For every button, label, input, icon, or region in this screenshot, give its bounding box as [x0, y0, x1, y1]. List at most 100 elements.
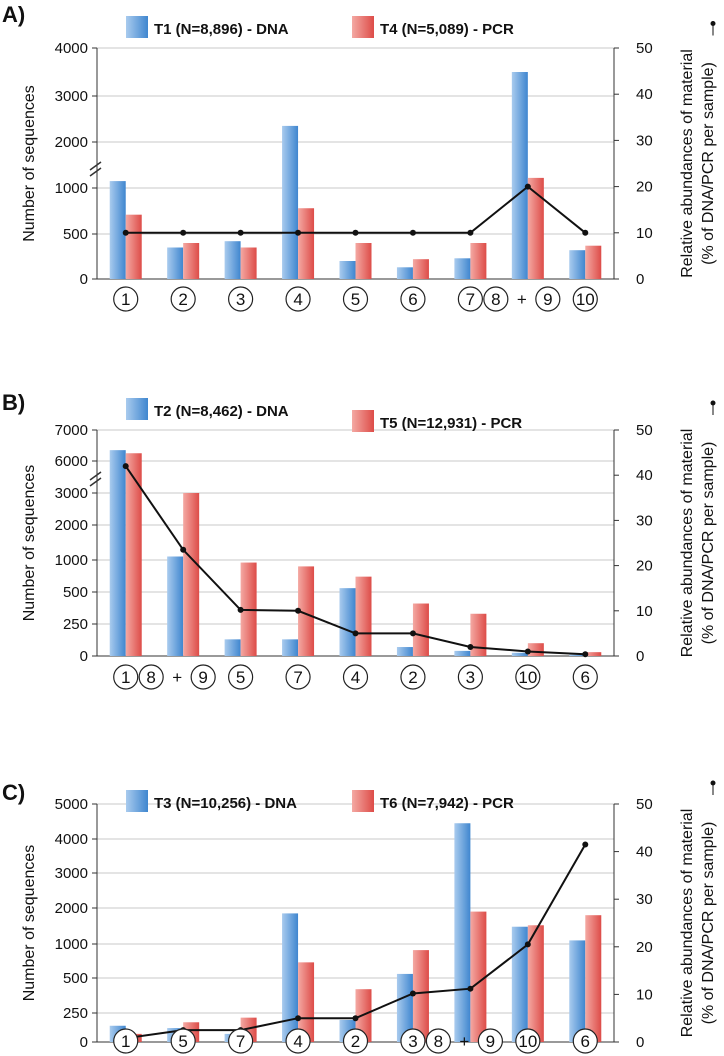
- y2-tick-label: 30: [636, 132, 653, 149]
- category-circle: [113, 664, 139, 690]
- bar-dna: [109, 181, 126, 279]
- category-number: 8: [146, 668, 155, 687]
- bar-pcr: [470, 613, 487, 656]
- category-circle: [477, 1028, 503, 1054]
- bar-pcr: [125, 453, 142, 656]
- category-number: 1: [121, 290, 130, 309]
- y-tick-label: 0: [80, 271, 88, 288]
- bar-pcr: [298, 208, 315, 279]
- bar-pcr: [412, 603, 429, 656]
- legend-swatch-dna: [126, 398, 148, 420]
- category-circle: [535, 286, 561, 312]
- category-circle: [572, 286, 598, 312]
- y-axis-title: Number of sequences: [21, 85, 38, 242]
- category-label: 3: [400, 1028, 426, 1054]
- panel-3: C) 0 250 500 1000 2000 3000 4000 5000 0 10 20 30 40 50…: [2, 780, 717, 1054]
- legend-swatch-dna: [126, 16, 148, 38]
- category-number: 2: [408, 668, 417, 687]
- category-label: 10: [515, 664, 541, 690]
- bar-dna: [454, 823, 471, 1042]
- panel-letter: C): [2, 780, 25, 805]
- category-label: 2: [342, 1028, 369, 1054]
- category-circle: [515, 1028, 541, 1054]
- bar-pcr: [585, 652, 602, 656]
- y-tick-label: 7000: [55, 422, 88, 439]
- abundance-point: [295, 229, 302, 236]
- y-tick-label: 0: [80, 1034, 88, 1051]
- y2-tick-label: 10: [636, 603, 653, 620]
- y-tick-label: 500: [63, 584, 88, 601]
- category-number: 4: [351, 668, 360, 687]
- y2-axis-title-line1: Relative abundances of material: [679, 429, 696, 658]
- abundance-point: [237, 606, 244, 613]
- category-circle: [342, 286, 369, 312]
- legend-label: T3 (N=10,256) - DNA: [154, 795, 297, 812]
- y-tick-label: 5000: [55, 796, 88, 813]
- bar-dna: [282, 125, 299, 280]
- category-label: 2: [400, 664, 426, 690]
- bar-dna: [167, 556, 184, 656]
- y2-tick-label: 50: [636, 422, 653, 439]
- y-tick-label: 2000: [55, 134, 88, 151]
- bar-pcr: [183, 493, 200, 656]
- category-circle: [457, 664, 483, 690]
- category-label: 4: [285, 286, 311, 312]
- category-number: 3: [408, 1032, 417, 1051]
- category-label: 6: [572, 664, 598, 690]
- bar-dna: [511, 72, 528, 279]
- y2-tick-label: 0: [636, 1034, 644, 1051]
- category-circle: [228, 1028, 254, 1054]
- y-tick-label: 0: [80, 648, 88, 665]
- category-number: 5: [351, 290, 360, 309]
- bar-dna: [224, 639, 241, 656]
- category-label: 1: [113, 286, 139, 312]
- abundance-point: [180, 229, 187, 236]
- category-number: 9: [198, 668, 207, 687]
- category-circle: [190, 664, 216, 690]
- bar-pcr: [527, 177, 544, 279]
- legend-swatch-pcr: [352, 16, 374, 38]
- category-number: 2: [178, 290, 187, 309]
- bar-dna: [569, 940, 586, 1042]
- abundance-point: [467, 985, 474, 992]
- y2-title-marker: [710, 780, 716, 786]
- category-label: 5: [342, 286, 369, 312]
- bar-pcr: [125, 214, 142, 279]
- bar-dna: [454, 650, 471, 656]
- category-circle: [457, 286, 483, 312]
- bar-pcr: [183, 243, 200, 279]
- y2-tick-label: 20: [636, 558, 653, 575]
- bar-pcr: [412, 950, 429, 1042]
- y-tick-label: 250: [63, 1005, 88, 1022]
- category-circle: [400, 286, 426, 312]
- abundance-point: [122, 229, 129, 236]
- y2-tick-label: 50: [636, 40, 653, 57]
- legend-label: T2 (N=8,462) - DNA: [154, 403, 289, 420]
- bar-pcr: [527, 925, 544, 1042]
- abundance-point: [409, 990, 416, 997]
- abundance-point: [467, 643, 474, 650]
- category-number: 7: [236, 1032, 245, 1051]
- y2-tick-label: 10: [636, 225, 653, 242]
- bar-dna: [511, 652, 528, 656]
- category-number: 1: [121, 668, 130, 687]
- bar-pcr: [585, 915, 602, 1042]
- category-number: 6: [581, 1032, 590, 1051]
- category-label: 8 9 +: [138, 664, 216, 690]
- category-number: 9: [486, 1032, 495, 1051]
- category-number: 4: [293, 290, 302, 309]
- y2-title-marker: [710, 400, 716, 406]
- bar-pcr: [298, 962, 315, 1042]
- panel-letter: B): [2, 390, 25, 415]
- category-circle: [113, 1028, 139, 1054]
- abundance-point: [582, 651, 589, 658]
- category-number: 10: [576, 290, 595, 309]
- category-number: 7: [293, 668, 302, 687]
- bar-dna: [282, 913, 299, 1042]
- category-circle: [572, 664, 598, 690]
- y2-axis-title-line2: (% of DNA/PCR per sample): [700, 442, 717, 645]
- category-label: 1: [113, 664, 139, 690]
- y2-tick-label: 40: [636, 844, 653, 861]
- bar-pcr: [412, 259, 429, 279]
- axis-break-mark: [89, 477, 102, 487]
